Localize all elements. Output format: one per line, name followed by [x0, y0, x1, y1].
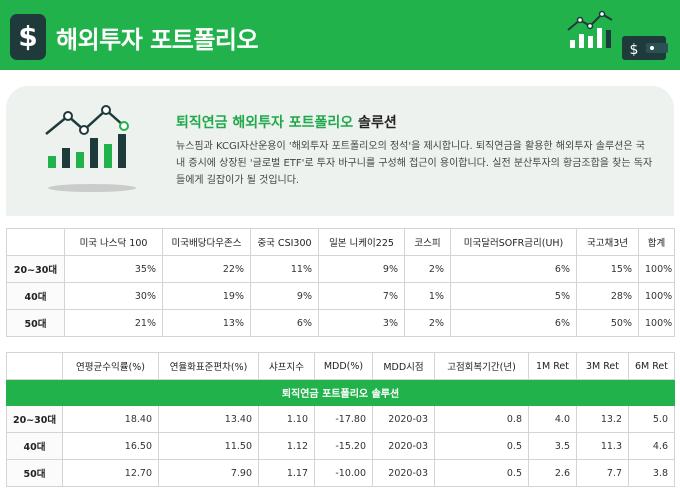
table-cell: 15%: [576, 255, 639, 283]
table-cell: 50%: [576, 309, 639, 337]
table-cell: 16.50: [62, 432, 159, 460]
intro-body: 뉴스핌과 KCGI자산운용이 '해외투자 포트폴리오의 정석'을 제시합니다. …: [176, 141, 653, 186]
table-cell: 35%: [64, 255, 163, 283]
performance-header-row: 연평균수익률(%) 연율화표준편차(%) 샤프지수 MDD(%) MDD시점 고…: [6, 352, 675, 380]
performance-col-header: 연평균수익률(%): [62, 352, 159, 380]
table-cell: 5%: [450, 282, 577, 310]
table-cell: 0.5: [434, 459, 529, 487]
row-label: 50대: [6, 459, 63, 487]
header-banner: $ 해외투자 포트폴리오 $: [0, 0, 680, 70]
table-cell: 1%: [404, 282, 451, 310]
table-cell: 3%: [318, 309, 405, 337]
table-cell: 9%: [318, 255, 405, 283]
allocation-col-header: 미국달러SOFR금리(UH): [450, 228, 577, 256]
table-cell: 7%: [318, 282, 405, 310]
page-title: 해외투자 포트폴리오: [56, 26, 259, 54]
table-cell: 3.5: [528, 432, 577, 460]
table-cell: 2020-03: [372, 432, 435, 460]
table-cell: -17.80: [314, 405, 373, 433]
table-row: 40대 30% 19% 9% 7% 1% 5% 28% 100%: [6, 282, 675, 310]
table-cell: 100%: [638, 282, 675, 310]
table-cell: 9%: [250, 282, 319, 310]
table-cell: 4.0: [528, 405, 577, 433]
performance-table: 연평균수익률(%) 연율화표준편차(%) 샤프지수 MDD(%) MDD시점 고…: [6, 352, 675, 487]
intro-panel: 퇴직연금 해외투자 포트폴리오 솔루션 뉴스핌과 KCGI자산운용이 '해외투자…: [6, 86, 674, 216]
table-row: 20~30대 35% 22% 11% 9% 2% 6% 15% 100%: [6, 255, 675, 283]
table-row: 40대 16.50 11.50 1.12 -15.20 2020-03 0.5 …: [6, 432, 675, 460]
allocation-col-header: 합계: [638, 228, 675, 256]
performance-col-header: MDD(%): [314, 352, 373, 380]
table-cell: 13.2: [576, 405, 629, 433]
performance-banner: 퇴직연금 포트폴리오 솔루션: [6, 379, 675, 406]
table-cell: 100%: [638, 255, 675, 283]
row-label: 20~30대: [6, 405, 63, 433]
allocation-col-header: 중국 CSI300: [250, 228, 319, 256]
table-cell: 6%: [450, 309, 577, 337]
table-row: 50대 12.70 7.90 1.17 -10.00 2020-03 0.5 2…: [6, 459, 675, 487]
allocation-corner-cell: [6, 228, 65, 256]
row-label: 40대: [6, 432, 63, 460]
intro-title-rest: 솔루션: [353, 115, 397, 131]
table-cell: 6%: [450, 255, 577, 283]
row-label: 50대: [6, 309, 65, 337]
table-cell: 11.50: [158, 432, 259, 460]
allocation-header-row: 미국 나스닥 100 미국배당다우존스 중국 CSI300 일본 니케이225 …: [6, 228, 675, 256]
table-cell: 7.7: [576, 459, 629, 487]
table-cell: 2020-03: [372, 459, 435, 487]
performance-col-header: MDD시점: [372, 352, 435, 380]
table-cell: 28%: [576, 282, 639, 310]
table-cell: 7.90: [158, 459, 259, 487]
table-cell: 3.8: [628, 459, 675, 487]
table-cell: 22%: [162, 255, 251, 283]
row-label: 20~30대: [6, 255, 65, 283]
table-cell: 6%: [250, 309, 319, 337]
table-cell: 13%: [162, 309, 251, 337]
table-cell: 12.70: [62, 459, 159, 487]
table-row: 50대 21% 13% 6% 3% 2% 6% 50% 100%: [6, 309, 675, 337]
table-cell: 11%: [250, 255, 319, 283]
growth-chart-illustration-icon: [45, 105, 136, 192]
table-row: 20~30대 18.40 13.40 1.10 -17.80 2020-03 0…: [6, 405, 675, 433]
table-cell: 11.3: [576, 432, 629, 460]
table-cell: 0.8: [434, 405, 529, 433]
performance-col-header: 연율화표준편차(%): [158, 352, 259, 380]
table-cell: -15.20: [314, 432, 373, 460]
table-cell: 1.12: [258, 432, 315, 460]
performance-col-header: 1M Ret: [528, 352, 577, 380]
table-cell: 1.10: [258, 405, 315, 433]
intro-title-accent: 퇴직연금 해외투자 포트폴리오: [176, 115, 354, 131]
performance-col-header: 샤프지수: [258, 352, 315, 380]
performance-banner-row: 퇴직연금 포트폴리오 솔루션: [6, 379, 675, 406]
performance-corner-cell: [6, 352, 63, 380]
table-cell: 2%: [404, 309, 451, 337]
dollar-logo-icon: $: [10, 14, 46, 60]
allocation-col-header: 코스피: [404, 228, 451, 256]
table-cell: 19%: [162, 282, 251, 310]
table-cell: 21%: [64, 309, 163, 337]
table-cell: 0.5: [434, 432, 529, 460]
performance-col-header: 3M Ret: [576, 352, 629, 380]
table-cell: 100%: [638, 309, 675, 337]
performance-col-header: 6M Ret: [628, 352, 675, 380]
performance-col-header: 고점회복기간(년): [434, 352, 529, 380]
allocation-col-header: 일본 니케이225: [318, 228, 405, 256]
table-cell: 2%: [404, 255, 451, 283]
table-cell: 2.6: [528, 459, 577, 487]
allocation-col-header: 국고채3년: [576, 228, 639, 256]
chart-wallet-illustration-icon: $: [567, 10, 668, 60]
table-cell: -10.00: [314, 459, 373, 487]
intro-title: 퇴직연금 해외투자 포트폴리오 솔루션: [176, 112, 397, 132]
svg-text:$: $: [630, 42, 639, 58]
table-cell: 13.40: [158, 405, 259, 433]
table-cell: 1.17: [258, 459, 315, 487]
table-cell: 18.40: [62, 405, 159, 433]
allocation-col-header: 미국배당다우존스: [162, 228, 251, 256]
table-cell: 30%: [64, 282, 163, 310]
allocation-table: 미국 나스닥 100 미국배당다우존스 중국 CSI300 일본 니케이225 …: [6, 228, 675, 337]
table-cell: 4.6: [628, 432, 675, 460]
table-cell: 5.0: [628, 405, 675, 433]
allocation-col-header: 미국 나스닥 100: [64, 228, 163, 256]
row-label: 40대: [6, 282, 65, 310]
table-cell: 2020-03: [372, 405, 435, 433]
